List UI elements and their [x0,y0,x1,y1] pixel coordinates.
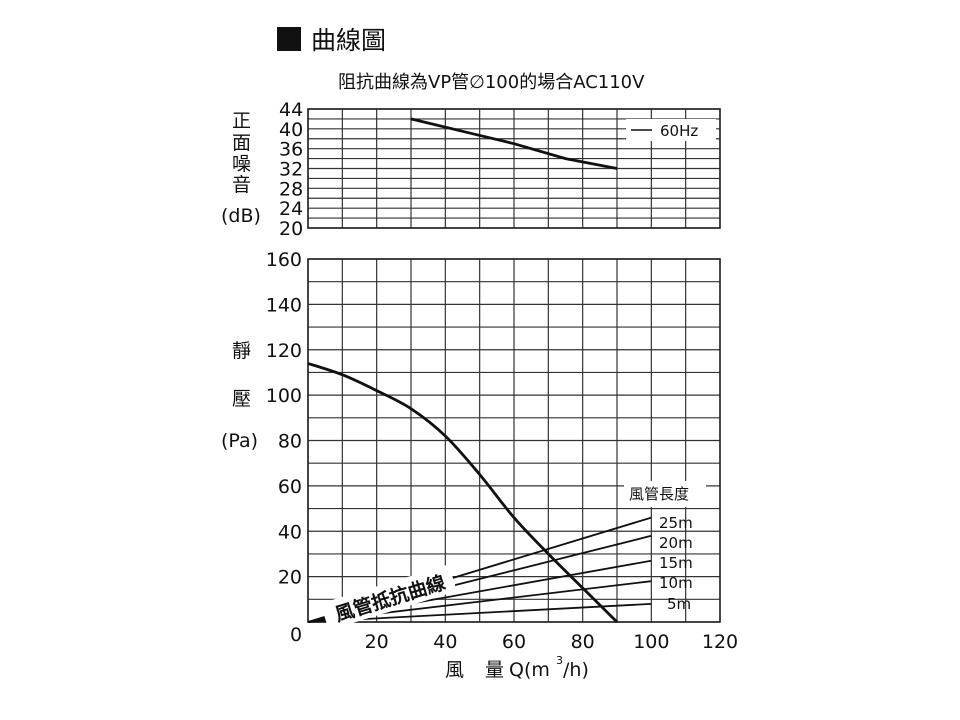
pressure-y-tick-label: 140 [266,294,302,316]
noise-y-axis-label: 噪 [232,153,251,175]
noise-y-axis-label: (dB) [221,205,261,227]
pressure-plot-frame [307,258,721,623]
duct-legend-label: 5m [667,595,691,613]
chart-subtitle: 阻抗曲線為VP管∅100的場合AC110V [338,72,645,93]
title-square-icon [277,27,301,51]
duct-legend-label: 10m [659,574,693,592]
noise-y-tick-label: 44 [279,99,303,121]
noise-curve-60Hz [410,117,618,170]
pressure-x-tick-label: 80 [571,631,595,653]
pressure-y-axis-label: 靜 [232,340,251,362]
noise-y-axis-label: 音 [232,174,251,196]
pressure-x-tick-label: 20 [365,631,389,653]
noise-y-tick-label: 40 [279,119,303,141]
duct-legend-title-box [624,481,706,507]
noise-y-tick-label: 20 [279,218,303,240]
pressure-x-tick-label: 100 [633,631,669,653]
x-axis-label-superscript: 3 [556,654,563,667]
pressure-y-tick-label: 100 [266,385,302,407]
x-axis-label: 風 [445,659,464,681]
duct-curve-label-box [320,564,457,631]
x-axis-label: Q(m [509,659,550,681]
duct-legend-label: 15m [659,554,693,572]
noise-y-axis-label: 正 [232,110,251,132]
pressure-y-tick-label: 80 [278,431,302,453]
x-axis-label: 量 [485,659,504,681]
noise-legend-box [626,119,716,141]
pressure-y-tick-label: 60 [278,476,302,498]
noise-y-axis-label: 面 [232,132,251,154]
noise-plot-frame [307,108,721,229]
pressure-x-tick-label: 60 [502,631,526,653]
pressure-y-tick-label: 160 [266,249,302,271]
pressure-y-tick-label: 40 [278,521,302,543]
noise-y-tick-label: 28 [279,178,303,200]
noise-y-tick-label: 32 [279,159,303,181]
pressure-y-tick-label: 20 [278,567,302,589]
pressure-y-axis-label: 壓 [232,388,251,410]
pressure-panel: 0 20 40 60 80 100 120 140 160 20 40 60 80 100 120 靜壓 (Pa… [221,249,738,681]
duct-legend-label: 20m [659,534,693,552]
pressure-y-tick-label: 120 [266,340,302,362]
duct-curve-label-group: 風管抵抗曲線 [320,564,457,631]
pressure-x-tick-label: 120 [702,631,738,653]
pressure-y-axis-label: (Pa) [221,430,258,452]
pressure-y-tick-label: 0 [290,624,302,646]
duct-legend-label: 25m [659,514,693,532]
duct-legend-title: 風管長度 [629,485,689,503]
fan-pq-curve [307,362,618,623]
pressure-x-tick-label: 40 [433,631,457,653]
noise-y-tick-label: 24 [279,198,303,220]
noise-legend-label: 60Hz [660,122,698,140]
noise-y-tick-label: 36 [279,139,303,161]
x-axis-label: /h) [563,659,589,681]
chart-title: 曲線圖 [311,26,386,55]
